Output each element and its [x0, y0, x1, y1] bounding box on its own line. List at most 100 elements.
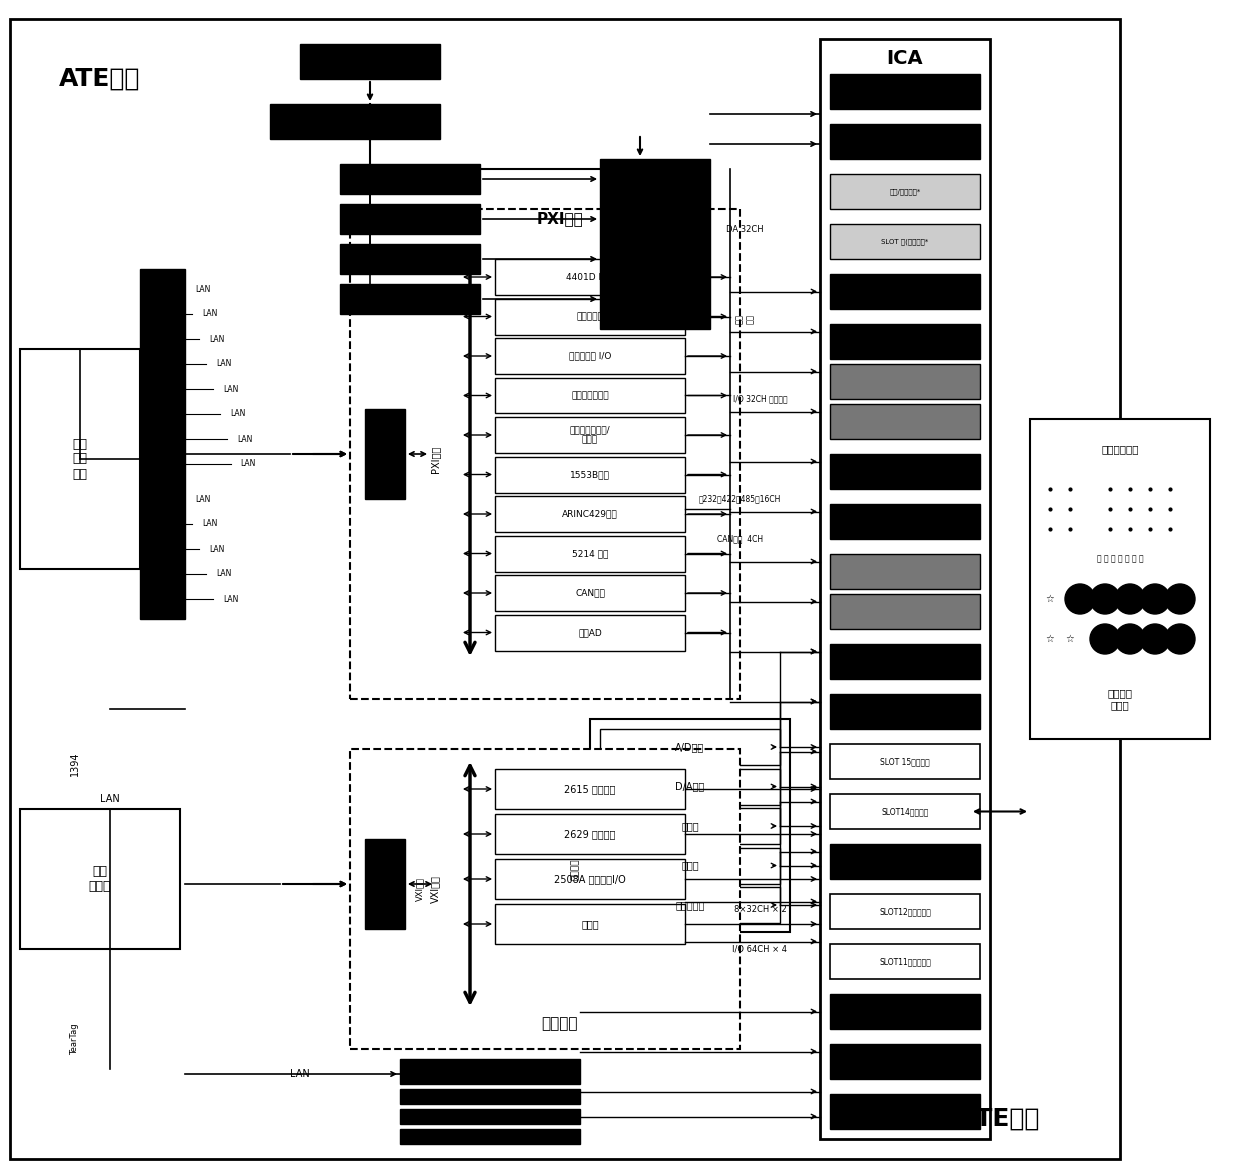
FancyBboxPatch shape [830, 743, 980, 779]
FancyBboxPatch shape [830, 224, 980, 260]
Circle shape [1090, 584, 1120, 614]
FancyBboxPatch shape [10, 19, 1120, 1158]
FancyBboxPatch shape [401, 1109, 580, 1125]
FancyBboxPatch shape [600, 808, 780, 844]
Circle shape [1115, 584, 1145, 614]
Text: I/O 64CH × 4: I/O 64CH × 4 [733, 945, 787, 954]
Text: CAN总线  4CH: CAN总线 4CH [717, 534, 763, 544]
Text: 2508A 模式数字I/O: 2508A 模式数字I/O [554, 874, 626, 884]
Text: 通用测试
适配器: 通用测试 适配器 [1107, 689, 1132, 710]
Text: 5214 串口: 5214 串口 [572, 549, 608, 558]
FancyBboxPatch shape [401, 1090, 580, 1104]
Text: I/O 32CH 可变门限: I/O 32CH 可变门限 [733, 394, 787, 403]
Text: SLOT12（干接点）: SLOT12（干接点） [879, 907, 931, 916]
FancyBboxPatch shape [340, 284, 480, 314]
FancyBboxPatch shape [830, 844, 980, 879]
FancyBboxPatch shape [20, 350, 140, 569]
Text: TearTag: TearTag [71, 1023, 79, 1054]
FancyBboxPatch shape [830, 894, 980, 929]
Circle shape [1090, 624, 1120, 653]
Text: 1553B通讯: 1553B通讯 [570, 470, 610, 479]
FancyBboxPatch shape [830, 1044, 980, 1079]
Text: 流程/步骤指令*: 流程/步骤指令* [889, 188, 920, 195]
Circle shape [1115, 624, 1145, 653]
Text: 1394: 1394 [69, 752, 81, 776]
Circle shape [1166, 624, 1195, 653]
Text: D/A隔离: D/A隔离 [676, 782, 704, 791]
FancyBboxPatch shape [270, 104, 440, 139]
Text: LAN: LAN [229, 409, 246, 419]
FancyBboxPatch shape [495, 298, 684, 334]
Text: VXI总线: VXI总线 [415, 877, 424, 901]
Text: SLOT11（干接点）: SLOT11（干接点） [879, 957, 931, 966]
FancyBboxPatch shape [830, 594, 980, 629]
Text: ICA: ICA [887, 49, 924, 69]
FancyBboxPatch shape [495, 496, 684, 532]
FancyBboxPatch shape [830, 324, 980, 359]
Circle shape [1140, 624, 1171, 653]
Text: LAN: LAN [216, 569, 232, 579]
Text: LAN: LAN [195, 494, 211, 504]
Text: LAN: LAN [237, 435, 253, 443]
FancyBboxPatch shape [495, 769, 684, 809]
Text: DA 32CH: DA 32CH [727, 224, 764, 234]
FancyBboxPatch shape [830, 274, 980, 309]
Text: 可编程门限 I/O: 可编程门限 I/O [569, 352, 611, 360]
FancyBboxPatch shape [600, 848, 780, 884]
FancyBboxPatch shape [830, 694, 980, 729]
Text: LAN: LAN [210, 545, 224, 553]
Text: 8×32CH × 2: 8×32CH × 2 [734, 905, 786, 913]
Text: ☆: ☆ [1045, 634, 1054, 644]
FancyBboxPatch shape [495, 457, 684, 492]
FancyBboxPatch shape [830, 644, 980, 679]
Circle shape [1065, 584, 1095, 614]
Text: 可编程电阻: 可编程电阻 [577, 312, 604, 321]
Text: 板级测试接口: 板级测试接口 [1101, 444, 1138, 454]
FancyBboxPatch shape [830, 554, 980, 589]
Text: LAN: LAN [223, 385, 238, 394]
Text: SLOT 板(板卡指令*: SLOT 板(板卡指令* [882, 238, 929, 244]
FancyBboxPatch shape [340, 205, 480, 234]
FancyBboxPatch shape [830, 174, 980, 209]
FancyBboxPatch shape [495, 615, 684, 650]
Text: 网络
接口
转接: 网络 接口 转接 [72, 437, 88, 480]
Text: SLOT14（通讯）: SLOT14（通讯） [882, 807, 929, 816]
Text: 主控
计算机: 主控 计算机 [89, 865, 112, 893]
FancyBboxPatch shape [495, 859, 684, 899]
FancyBboxPatch shape [20, 809, 180, 949]
FancyBboxPatch shape [600, 729, 780, 765]
Text: 2615 控制开关: 2615 控制开关 [564, 784, 616, 794]
FancyBboxPatch shape [830, 404, 980, 440]
FancyBboxPatch shape [1030, 419, 1210, 739]
FancyBboxPatch shape [830, 945, 980, 978]
FancyBboxPatch shape [350, 209, 740, 699]
FancyBboxPatch shape [830, 1094, 980, 1129]
Text: 调节控制: 调节控制 [570, 858, 579, 880]
Text: 4401D B/A: 4401D B/A [567, 272, 614, 282]
FancyBboxPatch shape [600, 768, 780, 804]
Text: ATE设备: ATE设备 [960, 1107, 1040, 1130]
Text: ARINC429通讯: ARINC429通讯 [562, 510, 618, 519]
FancyBboxPatch shape [830, 364, 980, 399]
FancyBboxPatch shape [830, 504, 980, 539]
FancyBboxPatch shape [830, 794, 980, 829]
FancyBboxPatch shape [495, 378, 684, 414]
Text: LAN: LAN [241, 459, 255, 469]
FancyBboxPatch shape [590, 719, 790, 932]
Text: 示波器: 示波器 [681, 860, 699, 871]
Text: LAN: LAN [202, 310, 217, 318]
Text: LAN: LAN [210, 334, 224, 344]
FancyBboxPatch shape [365, 409, 405, 499]
FancyBboxPatch shape [495, 814, 684, 855]
FancyBboxPatch shape [140, 269, 185, 620]
FancyBboxPatch shape [495, 535, 684, 572]
Text: PXI机箱: PXI机箱 [537, 212, 583, 227]
FancyBboxPatch shape [830, 124, 980, 159]
FancyBboxPatch shape [495, 904, 684, 945]
Text: 数字波形发生器/
分析仪: 数字波形发生器/ 分析仪 [569, 426, 610, 444]
FancyBboxPatch shape [830, 994, 980, 1029]
FancyBboxPatch shape [300, 44, 440, 79]
FancyBboxPatch shape [401, 1059, 580, 1084]
Text: LAN: LAN [100, 794, 120, 804]
Text: PXI总线: PXI总线 [430, 445, 440, 472]
